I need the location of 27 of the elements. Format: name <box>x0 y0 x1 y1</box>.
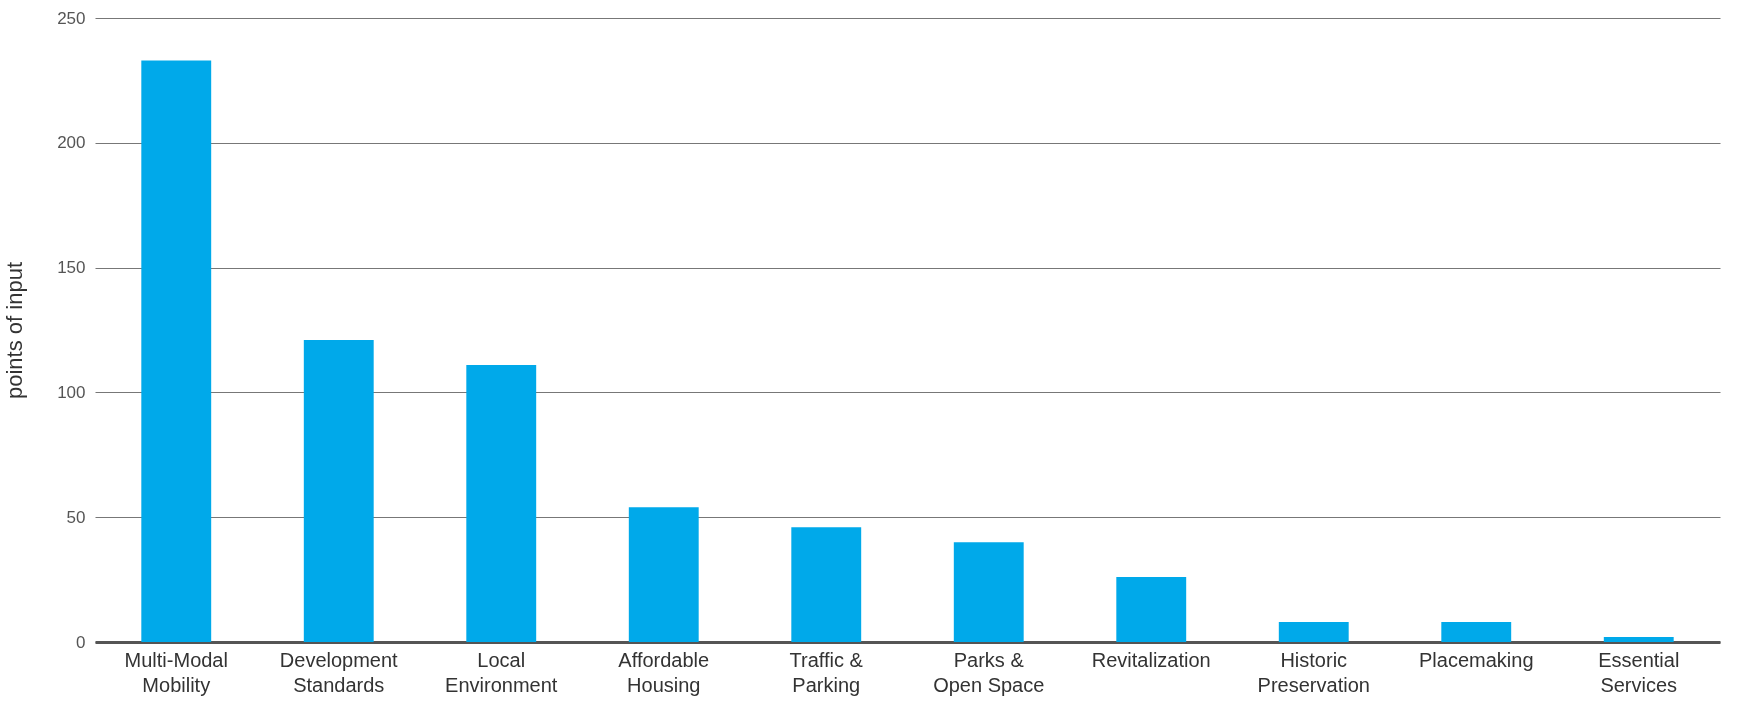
x-tick-label: Essential Services <box>1598 648 1680 696</box>
bar <box>628 507 699 642</box>
y-tick-label: 200 <box>57 133 86 153</box>
y-tick-label: 250 <box>57 8 86 28</box>
bar <box>791 527 862 642</box>
bar <box>303 339 374 642</box>
x-tick-label: Local Environment <box>445 648 558 696</box>
bar <box>953 542 1024 642</box>
x-tick-label: Placemaking <box>1418 648 1534 671</box>
bar <box>1116 577 1187 642</box>
y-tick-label: 50 <box>66 507 86 527</box>
bar <box>141 60 212 642</box>
y-tick-label: 100 <box>57 382 86 402</box>
x-tick-label: Multi-Modal Mobility <box>124 648 228 696</box>
bar <box>466 364 537 642</box>
bar <box>1441 622 1512 642</box>
x-tick-label: Development Standards <box>279 648 399 696</box>
x-tick-label: Parks & Open Space <box>933 648 1045 696</box>
bar <box>1603 637 1674 642</box>
x-tick-label: Historic Preservation <box>1257 648 1370 696</box>
bar <box>1278 622 1349 642</box>
x-tick-label: Affordable Housing <box>618 648 710 696</box>
y-tick-label: 0 <box>76 632 86 652</box>
x-tick-label: Traffic & Parking <box>789 648 864 696</box>
y-tick-label: 150 <box>57 258 86 278</box>
y-axis-title: points of input <box>2 262 28 399</box>
x-tick-label: Revitalization <box>1091 648 1211 671</box>
